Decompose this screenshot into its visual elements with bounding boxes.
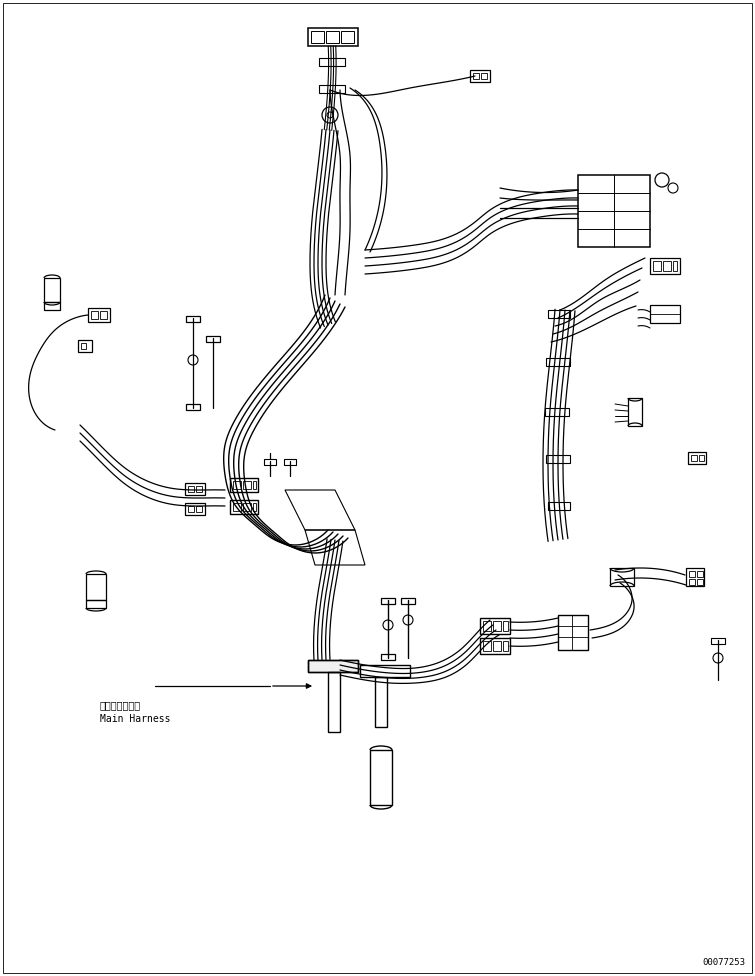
Bar bbox=[689, 571, 695, 577]
Bar bbox=[185, 483, 205, 495]
Bar bbox=[319, 85, 345, 93]
Bar bbox=[253, 503, 256, 511]
Bar bbox=[264, 459, 276, 465]
Bar bbox=[545, 408, 569, 416]
Bar bbox=[88, 308, 110, 322]
Bar bbox=[196, 486, 202, 492]
Bar bbox=[311, 31, 324, 43]
Bar bbox=[253, 481, 256, 489]
Bar bbox=[44, 278, 60, 302]
Bar bbox=[185, 503, 205, 515]
Bar bbox=[548, 310, 570, 318]
Text: 00077253: 00077253 bbox=[702, 958, 745, 967]
Bar bbox=[328, 672, 340, 732]
Bar bbox=[243, 481, 251, 489]
Bar bbox=[480, 638, 510, 654]
Bar bbox=[81, 343, 86, 349]
Text: Main Harness: Main Harness bbox=[100, 714, 171, 724]
Bar bbox=[691, 455, 697, 461]
Bar bbox=[688, 452, 706, 464]
Bar bbox=[686, 568, 704, 586]
Bar bbox=[196, 506, 202, 512]
Bar bbox=[689, 579, 695, 585]
Bar bbox=[341, 31, 354, 43]
Bar bbox=[697, 579, 703, 585]
Bar bbox=[673, 261, 677, 271]
Bar bbox=[653, 261, 661, 271]
Bar bbox=[401, 598, 415, 604]
Bar bbox=[650, 258, 680, 274]
Bar bbox=[663, 261, 671, 271]
Bar bbox=[284, 459, 296, 465]
Bar bbox=[493, 641, 501, 651]
Bar bbox=[375, 677, 387, 727]
Bar bbox=[628, 398, 642, 426]
Bar bbox=[370, 750, 392, 805]
Bar bbox=[699, 455, 704, 461]
Bar bbox=[326, 31, 339, 43]
Bar bbox=[243, 503, 251, 511]
Bar bbox=[86, 574, 106, 600]
Bar bbox=[188, 486, 194, 492]
Bar bbox=[578, 175, 650, 247]
Bar bbox=[483, 621, 491, 631]
Bar bbox=[470, 70, 490, 82]
Bar bbox=[650, 305, 680, 323]
Bar bbox=[44, 302, 60, 310]
Bar bbox=[546, 455, 570, 463]
Bar bbox=[308, 660, 358, 672]
Bar bbox=[100, 311, 107, 319]
Bar bbox=[480, 618, 510, 634]
Bar bbox=[230, 500, 258, 514]
Bar bbox=[186, 316, 200, 322]
Bar bbox=[697, 571, 703, 577]
Bar bbox=[493, 621, 501, 631]
Bar bbox=[233, 481, 241, 489]
Bar bbox=[548, 502, 570, 510]
Text: メインハーネス: メインハーネス bbox=[100, 700, 141, 710]
Bar bbox=[473, 73, 479, 79]
Bar bbox=[86, 600, 106, 608]
Bar bbox=[230, 478, 258, 492]
Bar bbox=[483, 641, 491, 651]
Bar bbox=[610, 568, 634, 586]
Bar bbox=[233, 503, 241, 511]
Bar bbox=[186, 404, 200, 410]
Bar bbox=[206, 336, 220, 342]
Bar bbox=[381, 598, 395, 604]
Bar bbox=[546, 358, 570, 366]
Bar bbox=[319, 58, 345, 66]
Bar bbox=[308, 660, 358, 672]
Bar bbox=[78, 340, 92, 352]
Bar bbox=[91, 311, 98, 319]
Bar bbox=[503, 621, 508, 631]
Bar bbox=[711, 638, 725, 644]
Bar bbox=[308, 28, 358, 46]
Bar bbox=[381, 654, 395, 660]
Bar bbox=[558, 615, 588, 650]
Bar bbox=[188, 506, 194, 512]
Bar bbox=[360, 665, 410, 677]
Bar bbox=[481, 73, 487, 79]
Bar bbox=[503, 641, 508, 651]
